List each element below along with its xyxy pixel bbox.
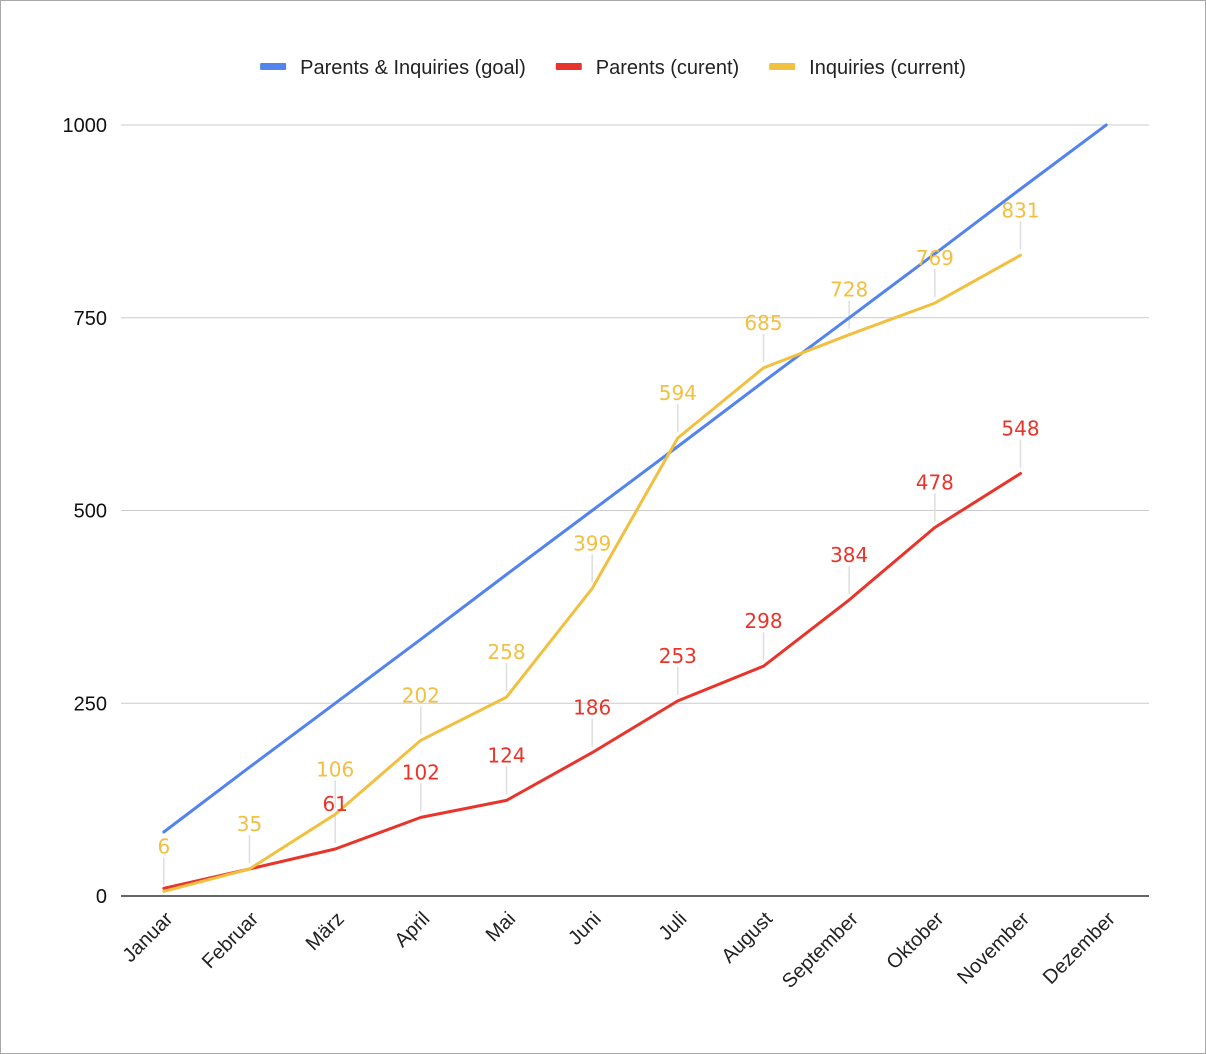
data-label: 61 <box>322 792 347 816</box>
y-tick-label: 750 <box>74 308 107 330</box>
series-line <box>162 253 1022 893</box>
data-label: 258 <box>487 640 525 664</box>
data-label: 6 <box>157 834 170 858</box>
data-label: 253 <box>659 644 697 668</box>
data-label: 831 <box>1001 198 1039 222</box>
data-label: 478 <box>916 470 954 494</box>
x-tick-label: Dezember <box>1039 908 1120 989</box>
series-line <box>162 123 1108 834</box>
x-tick-label: April <box>391 908 435 952</box>
legend-label: Parents & Inquiries (goal) <box>300 57 526 79</box>
data-label: 548 <box>1001 416 1039 440</box>
data-label: 202 <box>402 683 440 707</box>
y-tick-label: 250 <box>74 693 107 715</box>
x-tick-label: November <box>953 908 1034 989</box>
data-label: 186 <box>573 696 611 720</box>
x-tick-label: Januar <box>119 908 178 967</box>
y-axis-ticks: 0 250 500 750 1000 <box>63 115 108 908</box>
data-label: 594 <box>659 381 697 405</box>
data-label: 728 <box>830 278 868 302</box>
x-axis-ticks: Januar Februar März April Mai Juni Juli August S… <box>119 908 1120 993</box>
gridlines <box>121 124 1149 704</box>
legend-swatch <box>260 63 287 70</box>
series-line <box>162 472 1022 890</box>
legend-label: Inquiries (current) <box>809 57 966 79</box>
x-tick-label: Juli <box>655 908 692 945</box>
y-tick-label: 0 <box>96 886 107 908</box>
x-tick-label: Juni <box>564 908 606 950</box>
data-label: 298 <box>744 609 782 633</box>
data-label-leaders <box>163 221 1022 886</box>
data-label: 399 <box>573 531 611 555</box>
legend-swatch <box>555 63 582 70</box>
x-tick-label: Februar <box>198 908 263 973</box>
x-tick-label: Mai <box>482 908 520 946</box>
data-label: 124 <box>487 743 525 767</box>
data-label: 35 <box>237 812 262 836</box>
data-label: 106 <box>316 757 354 781</box>
data-labels: 61 102 124 186 253 298 384 478 548 6 35 106 202 258 39… <box>157 198 1039 858</box>
series-lines <box>162 123 1108 893</box>
data-label: 102 <box>402 760 440 784</box>
legend: Parents & Inquiries (goal) Parents (curen… <box>260 57 966 79</box>
x-tick-label: März <box>302 908 349 955</box>
legend-swatch <box>769 63 796 70</box>
x-tick-label: September <box>778 908 863 993</box>
x-tick-label: Oktober <box>882 908 948 974</box>
y-tick-label: 500 <box>74 501 107 523</box>
data-label: 384 <box>830 543 868 567</box>
x-tick-label: August <box>717 908 777 968</box>
legend-label: Parents (curent) <box>596 57 739 79</box>
data-label: 685 <box>744 311 782 335</box>
y-tick-label: 1000 <box>63 115 108 137</box>
data-label: 769 <box>916 246 954 270</box>
